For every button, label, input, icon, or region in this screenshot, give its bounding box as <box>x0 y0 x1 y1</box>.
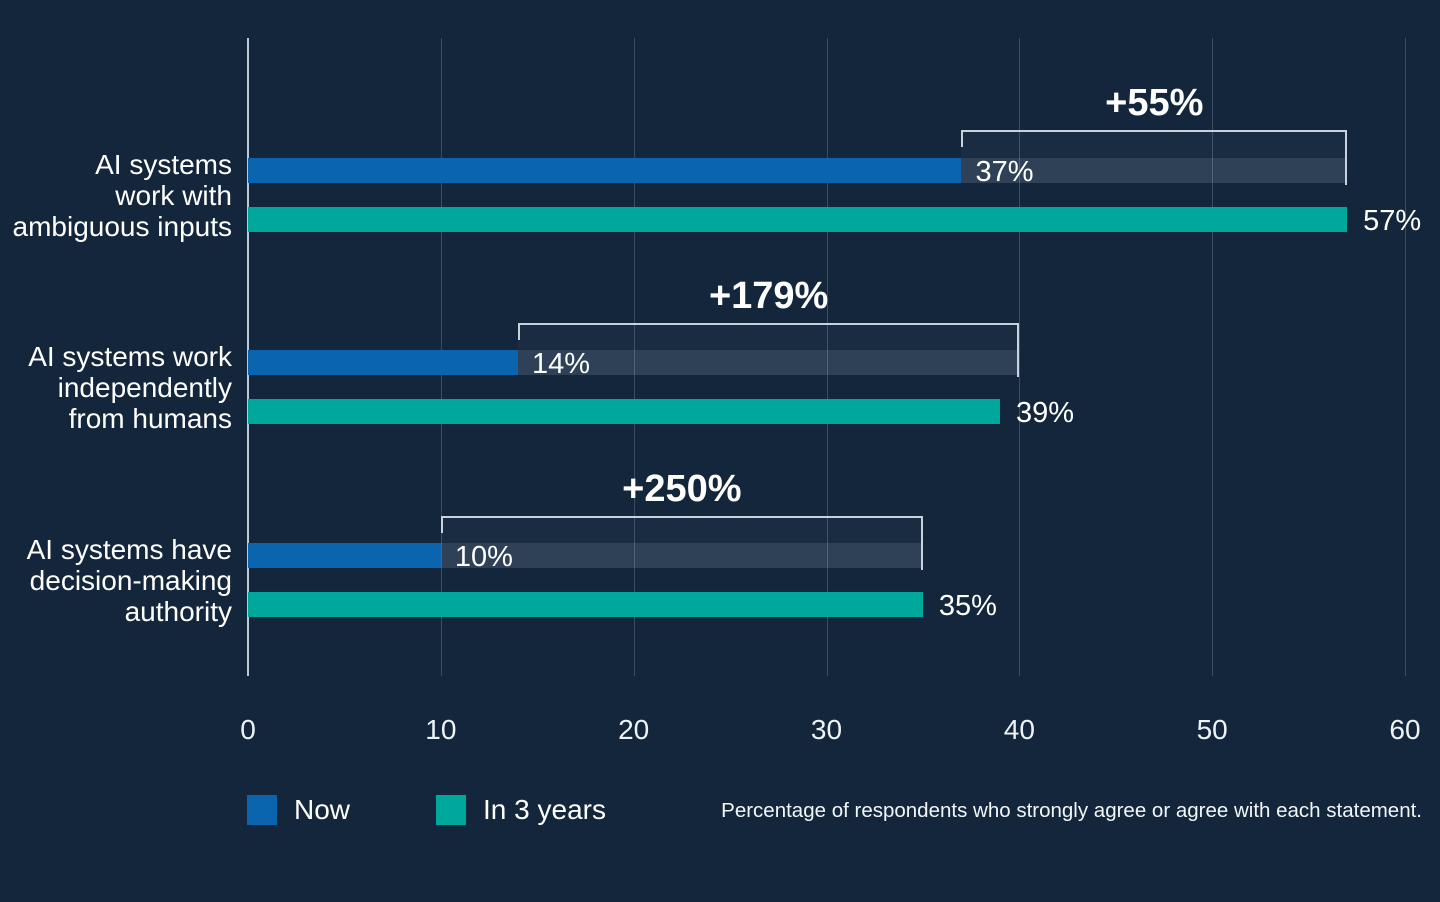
value-label-in-3-years-1: 39% <box>1016 396 1075 429</box>
value-label-in-3-years-0: 57% <box>1363 204 1422 237</box>
category-label-line: decision-making <box>29 565 232 596</box>
bracket-right-line-0 <box>1345 130 1348 185</box>
bracket-right-line-2 <box>920 516 923 570</box>
ghost-bar-1 <box>517 350 1020 375</box>
bar-in-3-years-0 <box>248 207 1348 232</box>
bracket-left-tick-2 <box>440 516 443 533</box>
category-label-0: AI systems work with ambiguous inputs <box>0 149 232 242</box>
growth-label-2: +250% <box>622 468 742 510</box>
x-tick-label-50: 50 <box>1196 714 1228 745</box>
category-label-line: ambiguous inputs <box>12 211 232 242</box>
category-label-1: AI systems work independently from humans <box>0 341 232 434</box>
legend: Now In 3 years <box>247 794 606 826</box>
bar-in-3-years-2 <box>248 592 923 617</box>
category-label-line: from humans <box>68 403 232 434</box>
category-label-line: work with <box>115 180 232 211</box>
x-tick-label-30: 30 <box>810 714 843 745</box>
gridline-60 <box>1405 38 1406 676</box>
bracket-top-2 <box>440 516 923 518</box>
category-label-2: AI systems have decision-making authority <box>0 534 232 627</box>
growth-label-0: +55% <box>1105 82 1204 124</box>
ghost-bar-0 <box>961 158 1348 183</box>
gridline-20 <box>633 38 635 676</box>
bracket-top-1 <box>517 323 1020 325</box>
chart-caption: Percentage of respondents who strongly a… <box>721 799 1422 822</box>
bar-in-3-years-1 <box>248 399 1001 424</box>
bar-now-0 <box>248 158 962 183</box>
legend-label-now: Now <box>294 794 351 825</box>
category-label-line: AI systems have <box>26 534 232 565</box>
value-label-now-1: 14% <box>531 347 590 380</box>
legend-swatch-now-icon <box>247 795 277 825</box>
bracket-left-tick-0 <box>961 130 964 147</box>
category-label-line: independently <box>57 372 232 403</box>
bracket-top-0 <box>961 130 1348 132</box>
category-label-line: authority <box>124 596 232 627</box>
x-tick-label-20: 20 <box>618 714 650 745</box>
ghost-bar-2 <box>440 543 923 568</box>
bar-now-1 <box>248 350 518 375</box>
value-label-in-3-years-2: 35% <box>938 589 997 622</box>
gridline-50 <box>1212 38 1214 676</box>
legend-label-in-3-years: In 3 years <box>483 794 606 825</box>
legend-item-now: Now <box>247 794 350 826</box>
x-tick-label-10: 10 <box>425 714 457 745</box>
value-label-now-0: 37% <box>975 155 1034 188</box>
gridline-40 <box>1019 38 1021 676</box>
legend-item-in-3-years: In 3 years <box>436 794 606 826</box>
bar-now-2 <box>248 543 441 568</box>
bracket-right-line-1 <box>1017 323 1020 377</box>
gridline-30 <box>826 38 828 676</box>
legend-swatch-in-3-years-icon <box>436 795 467 825</box>
x-tick-label-40: 40 <box>1003 714 1035 745</box>
value-label-now-2: 10% <box>454 540 513 573</box>
bracket-left-tick-1 <box>517 323 520 340</box>
x-tick-label-60: 60 <box>1389 714 1421 745</box>
growth-label-1: +179% <box>708 275 829 317</box>
category-label-line: AI systems <box>95 149 232 180</box>
category-label-line: AI systems work <box>28 341 232 372</box>
x-tick-label-0: 0 <box>240 714 256 745</box>
